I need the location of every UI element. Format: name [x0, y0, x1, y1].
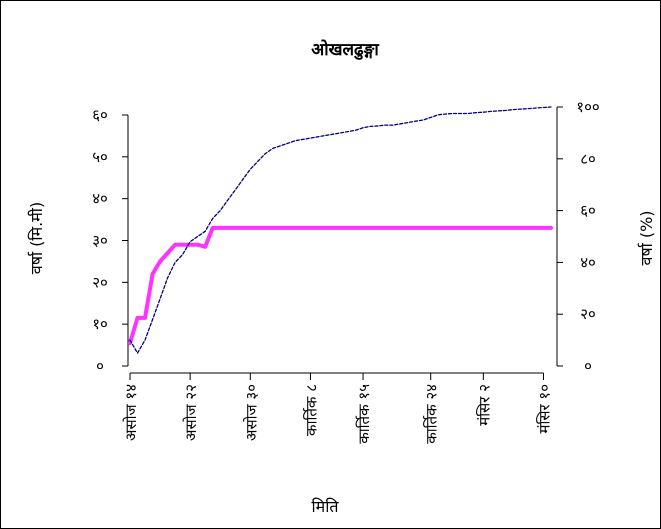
x-tick-label: कार्तिक १५: [355, 384, 373, 444]
x-tick-label: मंसिर २: [475, 384, 493, 426]
right-y-tick-label: २०: [580, 305, 596, 323]
left-y-tick-label: ५०: [92, 148, 108, 166]
x-tick-label: असोज २२: [182, 384, 200, 441]
x-axis-title: मिति: [312, 497, 340, 516]
left-y-tick-label: २०: [92, 273, 108, 291]
x-tick-label: असोज ३०: [242, 384, 260, 441]
rainfall-mm-line: [128, 225, 553, 345]
left-y-tick-label: ३०: [92, 232, 108, 250]
plot-area: ० १० २० ३० ४० ५० ६० ० २० ४० ६० ८० १०० असोज १४ असोज २२ अ…: [92, 98, 600, 444]
chart-title: ओखलढुङ्गा: [311, 39, 379, 60]
right-y-tick-label: ४०: [580, 253, 596, 271]
x-tick-label: मंसिर १०: [535, 384, 553, 434]
right-y-tick-label: १००: [576, 98, 599, 116]
cumulative-percent-line: [129, 106, 552, 354]
x-tick-label: कार्तिक २४: [423, 384, 441, 444]
left-y-tick-label: ०: [96, 357, 104, 375]
right-y-tick-label: ६०: [580, 202, 596, 220]
left-y-axis-title: वर्षा (मि.मी): [27, 202, 46, 274]
right-y-tick-label: ०: [584, 357, 592, 375]
x-tick-label: असोज १४: [122, 384, 140, 441]
left-y-tick-label: ४०: [92, 190, 108, 208]
right-y-tick-label: ८०: [580, 150, 596, 168]
left-y-tick-label: ६०: [92, 106, 108, 124]
right-y-axis-title: वर्षा (%): [637, 210, 656, 265]
left-y-tick-label: १०: [92, 315, 108, 333]
x-tick-label: कार्तिक ८: [302, 384, 320, 436]
